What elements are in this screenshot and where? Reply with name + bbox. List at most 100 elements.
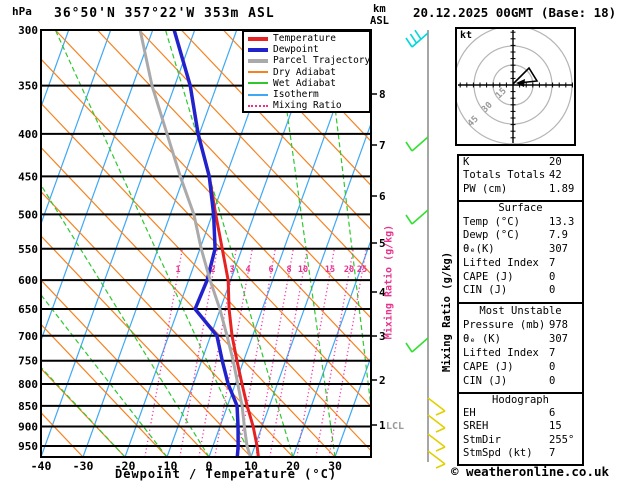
- mixing-ratio-line: [315, 249, 354, 457]
- stat-label: CAPE (J): [463, 270, 514, 283]
- stat-row: Lifted Index 7: [459, 257, 582, 271]
- hodograph-ring-label: 30: [480, 100, 495, 115]
- stat-row: Totals Totals 42: [459, 169, 582, 182]
- legend-swatch-parcel-trajectory: [248, 58, 268, 63]
- temp-tick-label: 30: [328, 459, 342, 473]
- legend-label: Parcel Trajectory: [273, 55, 371, 67]
- mixing-ratio-line: [214, 249, 253, 457]
- mixing-ratio-value-label: 4: [245, 265, 250, 275]
- lcl-marker-label: LCL: [386, 421, 404, 432]
- stat-row: StmDir 255°: [459, 434, 582, 447]
- pressure-tick-label: 700: [18, 330, 38, 343]
- stat-value: 6: [549, 407, 556, 420]
- pressure-tick-label: 550: [18, 243, 38, 256]
- wind-barb-staff: [411, 32, 429, 48]
- mixing-ratio-value-label: 10: [298, 265, 308, 275]
- wind-barbs: [405, 29, 446, 469]
- stat-label: PW (cm): [463, 182, 508, 195]
- wet-adiabat-line: [578, 30, 629, 457]
- stats-section-title: Surface: [498, 202, 543, 214]
- wind-barb-tick: [435, 427, 446, 433]
- mixing-ratio-line: [198, 249, 237, 457]
- isotherm-line: [82, 30, 238, 457]
- hodograph-trace-arrowhead: [516, 79, 525, 87]
- temp-tick-label: 10: [244, 459, 258, 473]
- wind-barb-tick: [405, 37, 413, 48]
- wind-barb-tick: [414, 29, 422, 40]
- wind-barb-staff: [427, 397, 446, 412]
- legend-item: Temperature: [248, 33, 369, 44]
- hodograph-frame: [455, 27, 576, 146]
- sounding-curves: [138, 30, 260, 457]
- stat-row: EH 6: [459, 407, 582, 420]
- stat-row: CIN (J) 0: [459, 284, 582, 298]
- hodograph-wind-trace: [512, 66, 539, 85]
- legend-label: Dry Adiabat: [273, 66, 336, 78]
- km-tick-label: 5: [379, 237, 386, 250]
- pressure-tick-label: 650: [18, 303, 38, 316]
- stat-row: CIN (J) 0: [459, 374, 582, 388]
- dry-adiabat-line: [138, 30, 371, 275]
- legend-label: Mixing Ratio: [273, 100, 342, 112]
- mixing-ratio-value-label: 20: [344, 265, 354, 275]
- isotherm-line: [41, 30, 154, 343]
- legend-item: Dewpoint: [248, 44, 369, 55]
- wet-adiabats: [41, 30, 629, 457]
- altitude-axis-unit-asl: ASL: [370, 15, 389, 27]
- run-date-title: 20.12.2025 00GMT (Base: 18): [413, 5, 617, 20]
- wind-barb-staff: [411, 209, 429, 225]
- wind-barb-staff: [427, 450, 446, 465]
- stat-value: 0: [549, 375, 556, 387]
- legend-item: Isotherm: [248, 89, 369, 100]
- pressure-tick-label: 800: [18, 378, 38, 391]
- pressure-tick-label: 950: [18, 440, 38, 453]
- stat-label: SREH: [463, 420, 489, 433]
- isotherm-line: [41, 30, 70, 109]
- stat-value: 7: [549, 446, 556, 459]
- stat-label: StmSpd (kt): [463, 446, 533, 459]
- legend-swatch-temperature: [248, 36, 268, 41]
- dry-adiabat-line: [41, 235, 252, 457]
- legend-swatch-dewpoint: [248, 47, 268, 52]
- isotherm-line: [41, 30, 112, 226]
- mixing-ratio-line: [269, 249, 308, 457]
- stat-value: 15: [549, 420, 562, 433]
- temp-tick-label: 20: [286, 459, 300, 473]
- km-tick-label: 3: [379, 330, 386, 343]
- isotherm-line: [41, 30, 196, 457]
- dry-adiabat-line: [41, 190, 294, 457]
- stat-label: K: [463, 156, 470, 168]
- station-title: 36°50'N 357°22'W 353m ASL: [54, 6, 275, 21]
- legend-swatch-isotherm: [248, 93, 268, 96]
- legend-label: Temperature: [273, 33, 336, 45]
- stat-label: Totals Totals: [463, 169, 546, 182]
- mixing-ratio-line: [255, 249, 294, 457]
- wet-adiabat-line: [41, 293, 168, 457]
- pressure-tick-label: 750: [18, 355, 38, 368]
- pressure-tick-label: 850: [18, 400, 38, 413]
- dewpoint-curve: [172, 30, 240, 457]
- stat-row: CAPE (J) 0: [459, 360, 582, 374]
- wet-adiabat-line: [41, 366, 126, 457]
- stat-value: 13.3: [549, 215, 575, 228]
- km-tick-label: 8: [379, 88, 386, 101]
- temp-tick-label: -30: [73, 459, 94, 473]
- stats-section-title: Most Unstable: [479, 305, 562, 317]
- km-tick-label: 6: [379, 190, 386, 203]
- hodograph-ring-label: 45: [466, 114, 481, 129]
- stat-label: Pressure (mb): [463, 319, 546, 331]
- stats-section-title: Hodograph: [492, 394, 549, 406]
- wind-barb-staff: [411, 136, 429, 152]
- stat-value: 0: [549, 361, 556, 373]
- legend-box: Temperature Dewpoint Parcel Trajectory Dry …: [242, 30, 371, 113]
- stat-label: θₑ(K): [463, 243, 495, 256]
- stat-label: CAPE (J): [463, 361, 514, 373]
- stat-label: Temp (°C): [463, 215, 520, 228]
- pressure-tick-label: 450: [18, 170, 38, 183]
- wind-barb-staff: [427, 433, 446, 448]
- hodograph-ring-label: 15: [494, 86, 509, 101]
- mixing-ratio-value-label: 1: [175, 265, 180, 275]
- wet-adiabat-line: [54, 30, 252, 457]
- dry-adiabat-line: [54, 30, 371, 364]
